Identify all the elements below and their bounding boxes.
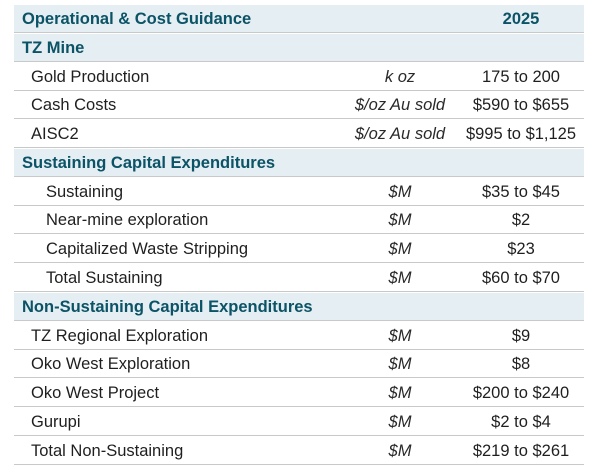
row-label: TZ Regional Exploration — [31, 327, 209, 345]
table-row: Gold Production k oz 175 to 200 — [14, 63, 584, 91]
table-row: AISC2 $/oz Au sold $995 to $1,125 — [14, 120, 584, 148]
section-header-non-sustaining-capex: Non-Sustaining Capital Expenditures — [14, 293, 584, 321]
row-label: Gold Production — [31, 68, 150, 86]
row-value: $23 — [507, 240, 535, 258]
table-row: TZ Regional Exploration $M $9 — [14, 322, 584, 350]
table-row: Oko West Exploration $M $8 — [14, 350, 584, 378]
row-value: $590 to $655 — [472, 96, 570, 114]
table-row: Oko West Project $M $200 to $240 — [14, 379, 584, 407]
row-label: Gurupi — [31, 413, 81, 431]
row-unit: $M — [388, 240, 412, 258]
row-label: Total Sustaining — [46, 269, 163, 287]
row-label: Capitalized Waste Stripping — [46, 240, 249, 258]
row-label: Oko West Exploration — [31, 355, 191, 373]
row-unit: $M — [388, 355, 412, 373]
row-label: Total Non-Sustaining — [31, 442, 184, 460]
table-title: Operational & Cost Guidance — [22, 10, 252, 28]
row-unit: $/oz Au sold — [354, 96, 446, 114]
row-unit: $M — [388, 211, 412, 229]
row-value: $995 to $1,125 — [465, 125, 577, 143]
row-label: Cash Costs — [31, 96, 117, 114]
row-value: 175 to 200 — [482, 68, 560, 86]
row-label: Sustaining — [46, 183, 124, 201]
table-row: Near-mine exploration $M $2 — [14, 206, 584, 234]
row-unit: $M — [388, 269, 412, 287]
year-column-header: 2025 — [502, 10, 540, 28]
row-value: $200 to $240 — [472, 384, 570, 402]
table-row: Gurupi $M $2 to $4 — [14, 408, 584, 436]
row-value: $2 — [511, 211, 531, 229]
row-unit: $M — [388, 183, 412, 201]
row-unit: $M — [388, 413, 412, 431]
row-unit: $/oz Au sold — [354, 125, 446, 143]
section-header-tz-mine: TZ Mine — [14, 34, 584, 62]
table-row: Cash Costs $/oz Au sold $590 to $655 — [14, 91, 584, 119]
table-row: Capitalized Waste Stripping $M $23 — [14, 235, 584, 263]
table-row-total: Total Non-Sustaining $M $219 to $261 — [14, 437, 584, 465]
section-title: Non-Sustaining Capital Expenditures — [22, 298, 313, 316]
row-label: Oko West Project — [31, 384, 160, 402]
row-unit: $M — [388, 384, 412, 402]
row-value: $8 — [511, 355, 531, 373]
row-value: $219 to $261 — [472, 442, 570, 460]
row-value: $60 to $70 — [482, 269, 560, 287]
section-title: Sustaining Capital Expenditures — [22, 154, 276, 172]
row-label: AISC2 — [31, 125, 79, 143]
row-unit: $M — [388, 442, 412, 460]
table-row: Sustaining $M $35 to $45 — [14, 178, 584, 206]
table-header-row: Operational & Cost Guidance 2025 — [14, 5, 584, 33]
table-row-total: Total Sustaining $M $60 to $70 — [14, 264, 584, 292]
row-unit: k oz — [384, 68, 416, 86]
row-value: $9 — [511, 327, 531, 345]
section-title: TZ Mine — [22, 39, 85, 57]
section-header-sustaining-capex: Sustaining Capital Expenditures — [14, 149, 584, 177]
row-value: $35 to $45 — [482, 183, 560, 201]
row-value: $2 to $4 — [491, 413, 551, 431]
row-unit: $M — [388, 327, 412, 345]
row-label: Near-mine exploration — [46, 211, 209, 229]
